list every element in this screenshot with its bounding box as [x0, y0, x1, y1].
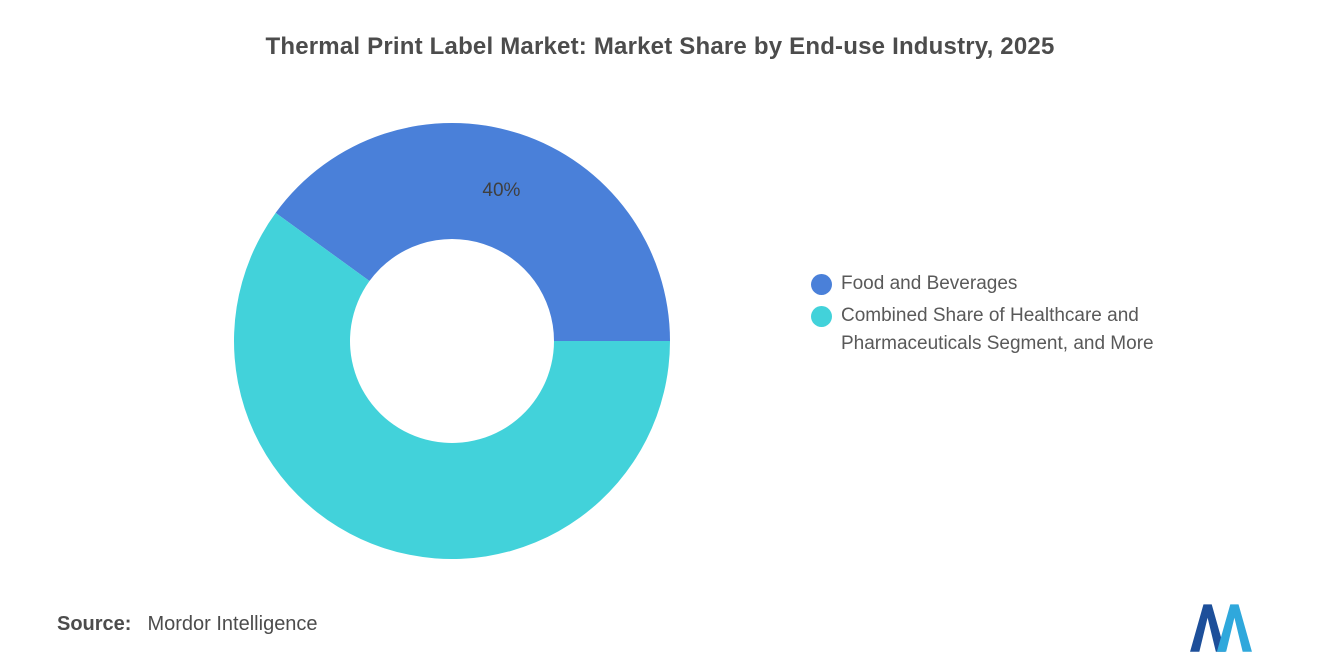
chart-title: Thermal Print Label Market: Market Share…	[265, 33, 1055, 60]
pie-slice-1	[233, 212, 670, 559]
source-line: Source: Mordor Intelligence	[57, 613, 318, 636]
legend-dot-0	[811, 274, 832, 295]
legend-label-1: Combined Share of Healthcare and Pharmac…	[841, 305, 1154, 354]
legend-dot-1	[811, 306, 832, 327]
mordor-intelligence-logo	[1190, 604, 1252, 652]
slice-data-label-0: 40%	[482, 180, 520, 201]
legend-item-healthcare-pharma-and-more: Combined Share of Healthcare and Pharmac…	[811, 302, 1213, 358]
legend-item-food-and-beverages: Food and Beverages	[811, 270, 1213, 298]
legend-label-0: Food and Beverages	[841, 273, 1018, 294]
donut-chart: 40%	[233, 123, 670, 559]
pie-slice-0	[275, 123, 670, 342]
source-label: Source:	[57, 613, 132, 635]
legend: Food and Beverages Combined Share of Hea…	[811, 270, 1213, 358]
source-value: Mordor Intelligence	[147, 613, 318, 635]
logo-shape-dark	[1190, 604, 1226, 652]
logo-shape-light	[1216, 604, 1252, 652]
